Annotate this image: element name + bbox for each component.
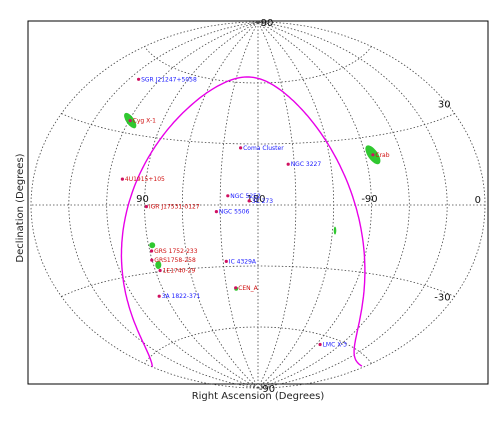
ra-tick-label: 180: [246, 194, 265, 205]
source-label: GRS 1752-233: [154, 248, 198, 255]
exposure-patch: [155, 261, 162, 269]
parallel-line: [144, 46, 372, 84]
source-label: NGC 5252: [230, 193, 261, 200]
source-marker: [286, 162, 290, 166]
source-label: IGR J17531-0127: [149, 204, 200, 211]
source-marker: [157, 294, 161, 298]
galactic-plane-line: [121, 274, 154, 367]
source-label: 3C 273: [252, 198, 274, 205]
source-label: GRS1758-258: [154, 257, 196, 264]
dec-tick-label: -90: [259, 384, 275, 395]
source-markers: SGR J21247+5058 Cyg X-1 Coma Cluster NGC 32…: [120, 76, 390, 349]
meridian-line: [257, 21, 448, 389]
ra-tick-label: 90: [136, 194, 149, 205]
tick-labels: 90 180 -90 90 30 0 -30 -90: [136, 18, 481, 395]
source-label: 3A 1822-371: [162, 293, 201, 300]
exposure-patch: [149, 242, 156, 249]
source-marker: [226, 194, 230, 198]
meridian-line: [257, 21, 297, 389]
source-marker: [120, 177, 124, 181]
source-label: Crab: [375, 152, 389, 159]
y-axis-label: Declination (Degrees): [15, 153, 26, 262]
parallel-line: [144, 326, 372, 364]
source-marker: [144, 205, 148, 209]
source-marker: [234, 286, 238, 290]
source-marker: [158, 268, 162, 273]
galactic-plane: [120, 76, 366, 367]
galactic-plane-line: [120, 76, 366, 367]
source-marker: [137, 77, 141, 81]
source-label: IC 4329A: [229, 258, 257, 265]
parallel-line: [61, 113, 455, 145]
source-marker: [150, 258, 154, 262]
source-label: LMC X-3: [323, 342, 348, 349]
source-marker: [371, 153, 375, 157]
source-marker: [224, 259, 228, 263]
dec-tick-label: -30: [434, 293, 450, 304]
coordinate-grid: [30, 21, 486, 389]
source-marker: [128, 119, 132, 123]
source-label: NGC 3227: [291, 161, 322, 168]
source-label: Cyg X-1: [133, 118, 156, 125]
x-axis-label: Right Ascension (Degrees): [192, 391, 325, 402]
meridian-line: [181, 21, 259, 389]
exposure-patch: [333, 226, 337, 235]
source-marker: [318, 342, 322, 347]
source-label: 1E1740-29: [163, 268, 196, 275]
source-label: SGR J21247+5058: [141, 76, 197, 83]
source-label: CEN_A: [238, 285, 258, 292]
source-label: NGC 5506: [219, 209, 250, 216]
meridian-line: [219, 21, 259, 389]
source-label: Coma Cluster: [243, 145, 284, 152]
ra-tick-label: -90: [361, 194, 377, 205]
source-marker: [239, 146, 243, 150]
source-marker: [247, 199, 251, 203]
dec-tick-label: 30: [438, 100, 451, 111]
dec-tick-label: 90: [261, 18, 274, 29]
source-marker: [214, 210, 218, 214]
dec-tick-label: 0: [475, 195, 481, 206]
source-label: 4U1915+105: [125, 176, 165, 183]
source-marker: [150, 249, 154, 253]
